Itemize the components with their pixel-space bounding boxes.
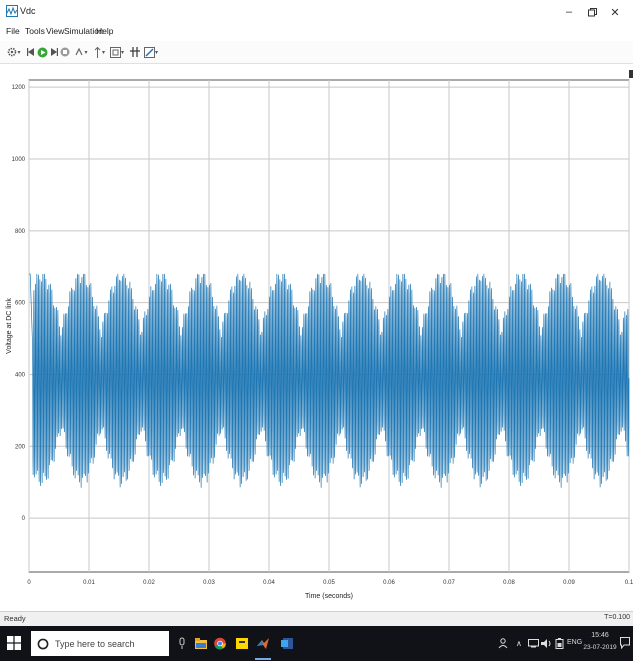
taskbar-search[interactable]: Type here to search: [31, 631, 169, 656]
voltage-chart[interactable]: 0 0.01 0.02 0.03 0.04 0.05 0.06 0.07 0.08 0.09 0.1…: [0, 64, 633, 610]
zoom-button[interactable]: ▾: [92, 46, 106, 58]
edit-icon: [143, 46, 155, 58]
toolbar: ▾ ▾ ▾ ▾: [0, 41, 633, 64]
x-tick-label: 0.1: [625, 580, 633, 586]
simulation-time: T=0.100: [604, 614, 630, 621]
matlab-icon[interactable]: [257, 637, 269, 650]
language-indicator[interactable]: ENG: [567, 639, 583, 646]
battery-icon[interactable]: [555, 638, 564, 649]
restore-button[interactable]: [581, 3, 603, 21]
volume-icon[interactable]: [541, 639, 552, 648]
title-bar: Vdc – ✕: [0, 0, 633, 24]
menu-help[interactable]: Help: [96, 26, 114, 36]
y-tick-label: 400: [15, 372, 26, 378]
y-tick-label: 800: [15, 229, 26, 235]
step-forward-icon: [51, 48, 58, 56]
scale-button[interactable]: ▾: [108, 46, 126, 58]
y-tick-label: 200: [15, 444, 26, 450]
stop-icon: [60, 47, 70, 57]
window-title: Vdc: [20, 6, 36, 16]
x-tick-label: 0.04: [263, 580, 275, 586]
step-back-icon: [27, 48, 34, 56]
close-button[interactable]: ✕: [610, 6, 620, 19]
cortana-icon: [37, 638, 49, 649]
zoom-icon: [94, 46, 101, 58]
x-tick-label: 0.05: [323, 580, 335, 586]
highlight-button[interactable]: ▾: [73, 46, 89, 58]
clock-time[interactable]: 15:46: [591, 632, 609, 639]
network-icon[interactable]: [528, 639, 539, 648]
y-tick-label: 0: [22, 516, 26, 522]
chrome-icon[interactable]: [214, 637, 226, 650]
run-icon: [37, 47, 48, 57]
status-text: Ready: [4, 614, 26, 623]
windows-start-icon[interactable]: [7, 636, 21, 650]
x-tick-label: 0.08: [503, 580, 515, 586]
panel-edge-marker: [629, 70, 633, 78]
step-back-button[interactable]: [26, 46, 36, 58]
tray-chevron-icon[interactable]: ∧: [516, 639, 522, 648]
active-app-indicator: [255, 658, 271, 660]
search-placeholder: Type here to search: [55, 638, 135, 649]
stop-button[interactable]: [60, 46, 70, 58]
step-forward-button[interactable]: [49, 46, 59, 58]
menu-file[interactable]: File: [6, 26, 20, 36]
x-tick-label: 0.02: [143, 580, 155, 586]
notification-icon[interactable]: [620, 637, 630, 649]
gear-icon: [8, 47, 17, 57]
cursor-measure-icon: [130, 47, 140, 57]
taskbar: Type here to search ∧ ENG 15:46 23-07-20…: [0, 626, 633, 661]
x-tick-label: 0.09: [563, 580, 575, 586]
y-tick-label: 1000: [12, 157, 26, 163]
menu-view[interactable]: View: [46, 26, 65, 36]
style-button[interactable]: ▾: [142, 46, 160, 58]
menu-simulation[interactable]: Simulation: [64, 26, 104, 36]
run-button[interactable]: [37, 46, 48, 58]
word-icon[interactable]: [281, 637, 293, 650]
menu-bar: File Tools View Simulation Help: [0, 24, 633, 40]
x-tick-label: 0.03: [203, 580, 215, 586]
voltage-series-line: [29, 273, 630, 488]
microphone-icon[interactable]: [176, 637, 188, 650]
restore-icon: [587, 7, 597, 16]
minimize-button[interactable]: –: [565, 6, 573, 18]
x-axis-label: Time (seconds): [305, 593, 353, 600]
x-tick-label: 0: [27, 580, 31, 586]
people-icon[interactable]: [498, 638, 508, 649]
x-tick-label: 0.01: [83, 580, 95, 586]
settings-button[interactable]: ▾: [5, 46, 23, 58]
y-tick-label: 600: [15, 301, 26, 307]
sticky-notes-icon[interactable]: [236, 637, 248, 650]
x-tick-label: 0.07: [443, 580, 455, 586]
status-bar: Ready T=0.100: [0, 611, 633, 626]
scope-app-icon: [6, 5, 18, 17]
highlight-icon: [75, 47, 84, 56]
y-axis-label: Voltage at DC link: [6, 298, 13, 354]
scope-plot-area: 0 0.01 0.02 0.03 0.04 0.05 0.06 0.07 0.08 0.09 0.1…: [0, 64, 633, 610]
file-explorer-icon[interactable]: [195, 637, 207, 650]
menu-tools[interactable]: Tools: [25, 26, 45, 36]
cursor-measure-button[interactable]: [130, 46, 140, 58]
scale-icon: [109, 46, 121, 58]
clock-date[interactable]: 23-07-2019: [583, 644, 617, 651]
y-tick-label: 1200: [12, 85, 26, 91]
x-tick-label: 0.06: [383, 580, 395, 586]
